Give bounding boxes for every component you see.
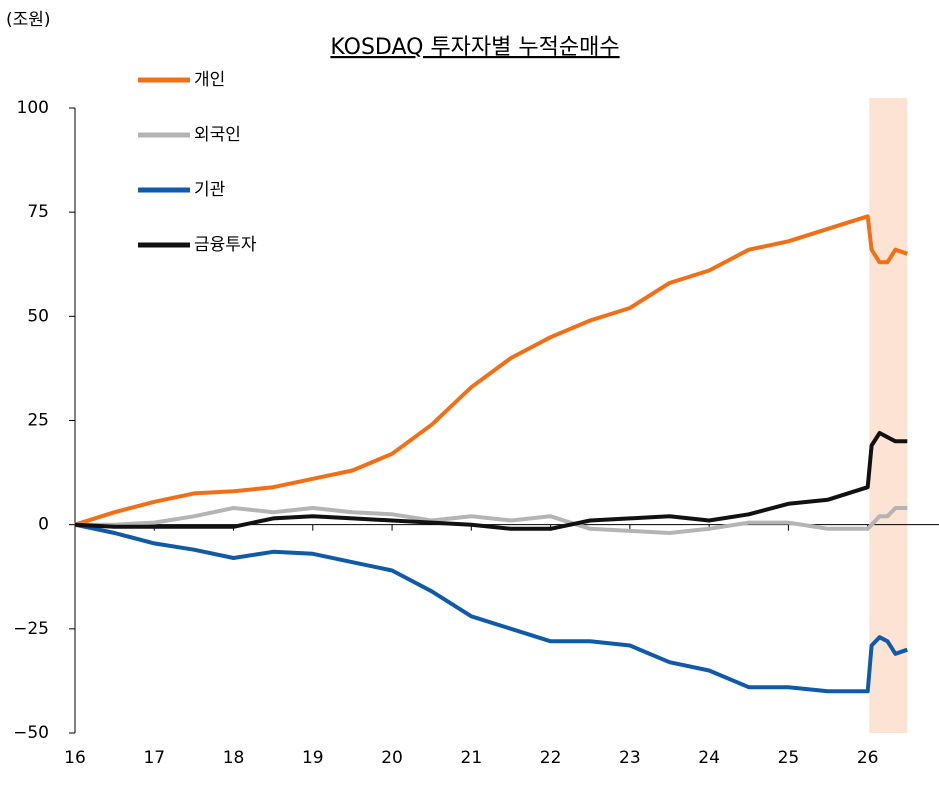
x-tick-label: 21 bbox=[461, 748, 483, 768]
x-tick-label: 24 bbox=[698, 748, 720, 768]
y-tick-label: −50 bbox=[13, 723, 49, 743]
highlight-band bbox=[869, 98, 908, 733]
y-tick-label: −25 bbox=[13, 619, 49, 639]
legend-label: 외국인 bbox=[194, 125, 241, 145]
chart-title: KOSDAQ 투자자별 누적순매수 bbox=[330, 35, 619, 60]
y-tick-label: 25 bbox=[27, 411, 49, 431]
x-tick-label: 23 bbox=[619, 748, 641, 768]
y-tick-label: 75 bbox=[27, 202, 49, 222]
x-tick-label: 20 bbox=[381, 748, 403, 768]
y-tick-label: 50 bbox=[27, 306, 49, 326]
y-tick-label: 100 bbox=[17, 98, 49, 118]
x-tick-label: 17 bbox=[143, 748, 165, 768]
series-line bbox=[74, 431, 908, 531]
y-tick-label: 0 bbox=[38, 515, 49, 535]
x-tick-label: 19 bbox=[302, 748, 324, 768]
series-line bbox=[74, 214, 908, 527]
x-tick-label: 16 bbox=[64, 748, 86, 768]
x-tick-label: 18 bbox=[223, 748, 245, 768]
x-tick-label: 26 bbox=[857, 748, 879, 768]
legend-label: 금융투자 bbox=[194, 235, 257, 255]
series-line bbox=[75, 506, 908, 535]
y-unit: (조원) bbox=[6, 10, 51, 30]
x-tick-label: 25 bbox=[778, 748, 800, 768]
series-line bbox=[74, 522, 908, 694]
x-tick-label: 22 bbox=[540, 748, 562, 768]
legend-label: 기관 bbox=[194, 180, 225, 200]
legend-label: 개인 bbox=[194, 70, 225, 90]
